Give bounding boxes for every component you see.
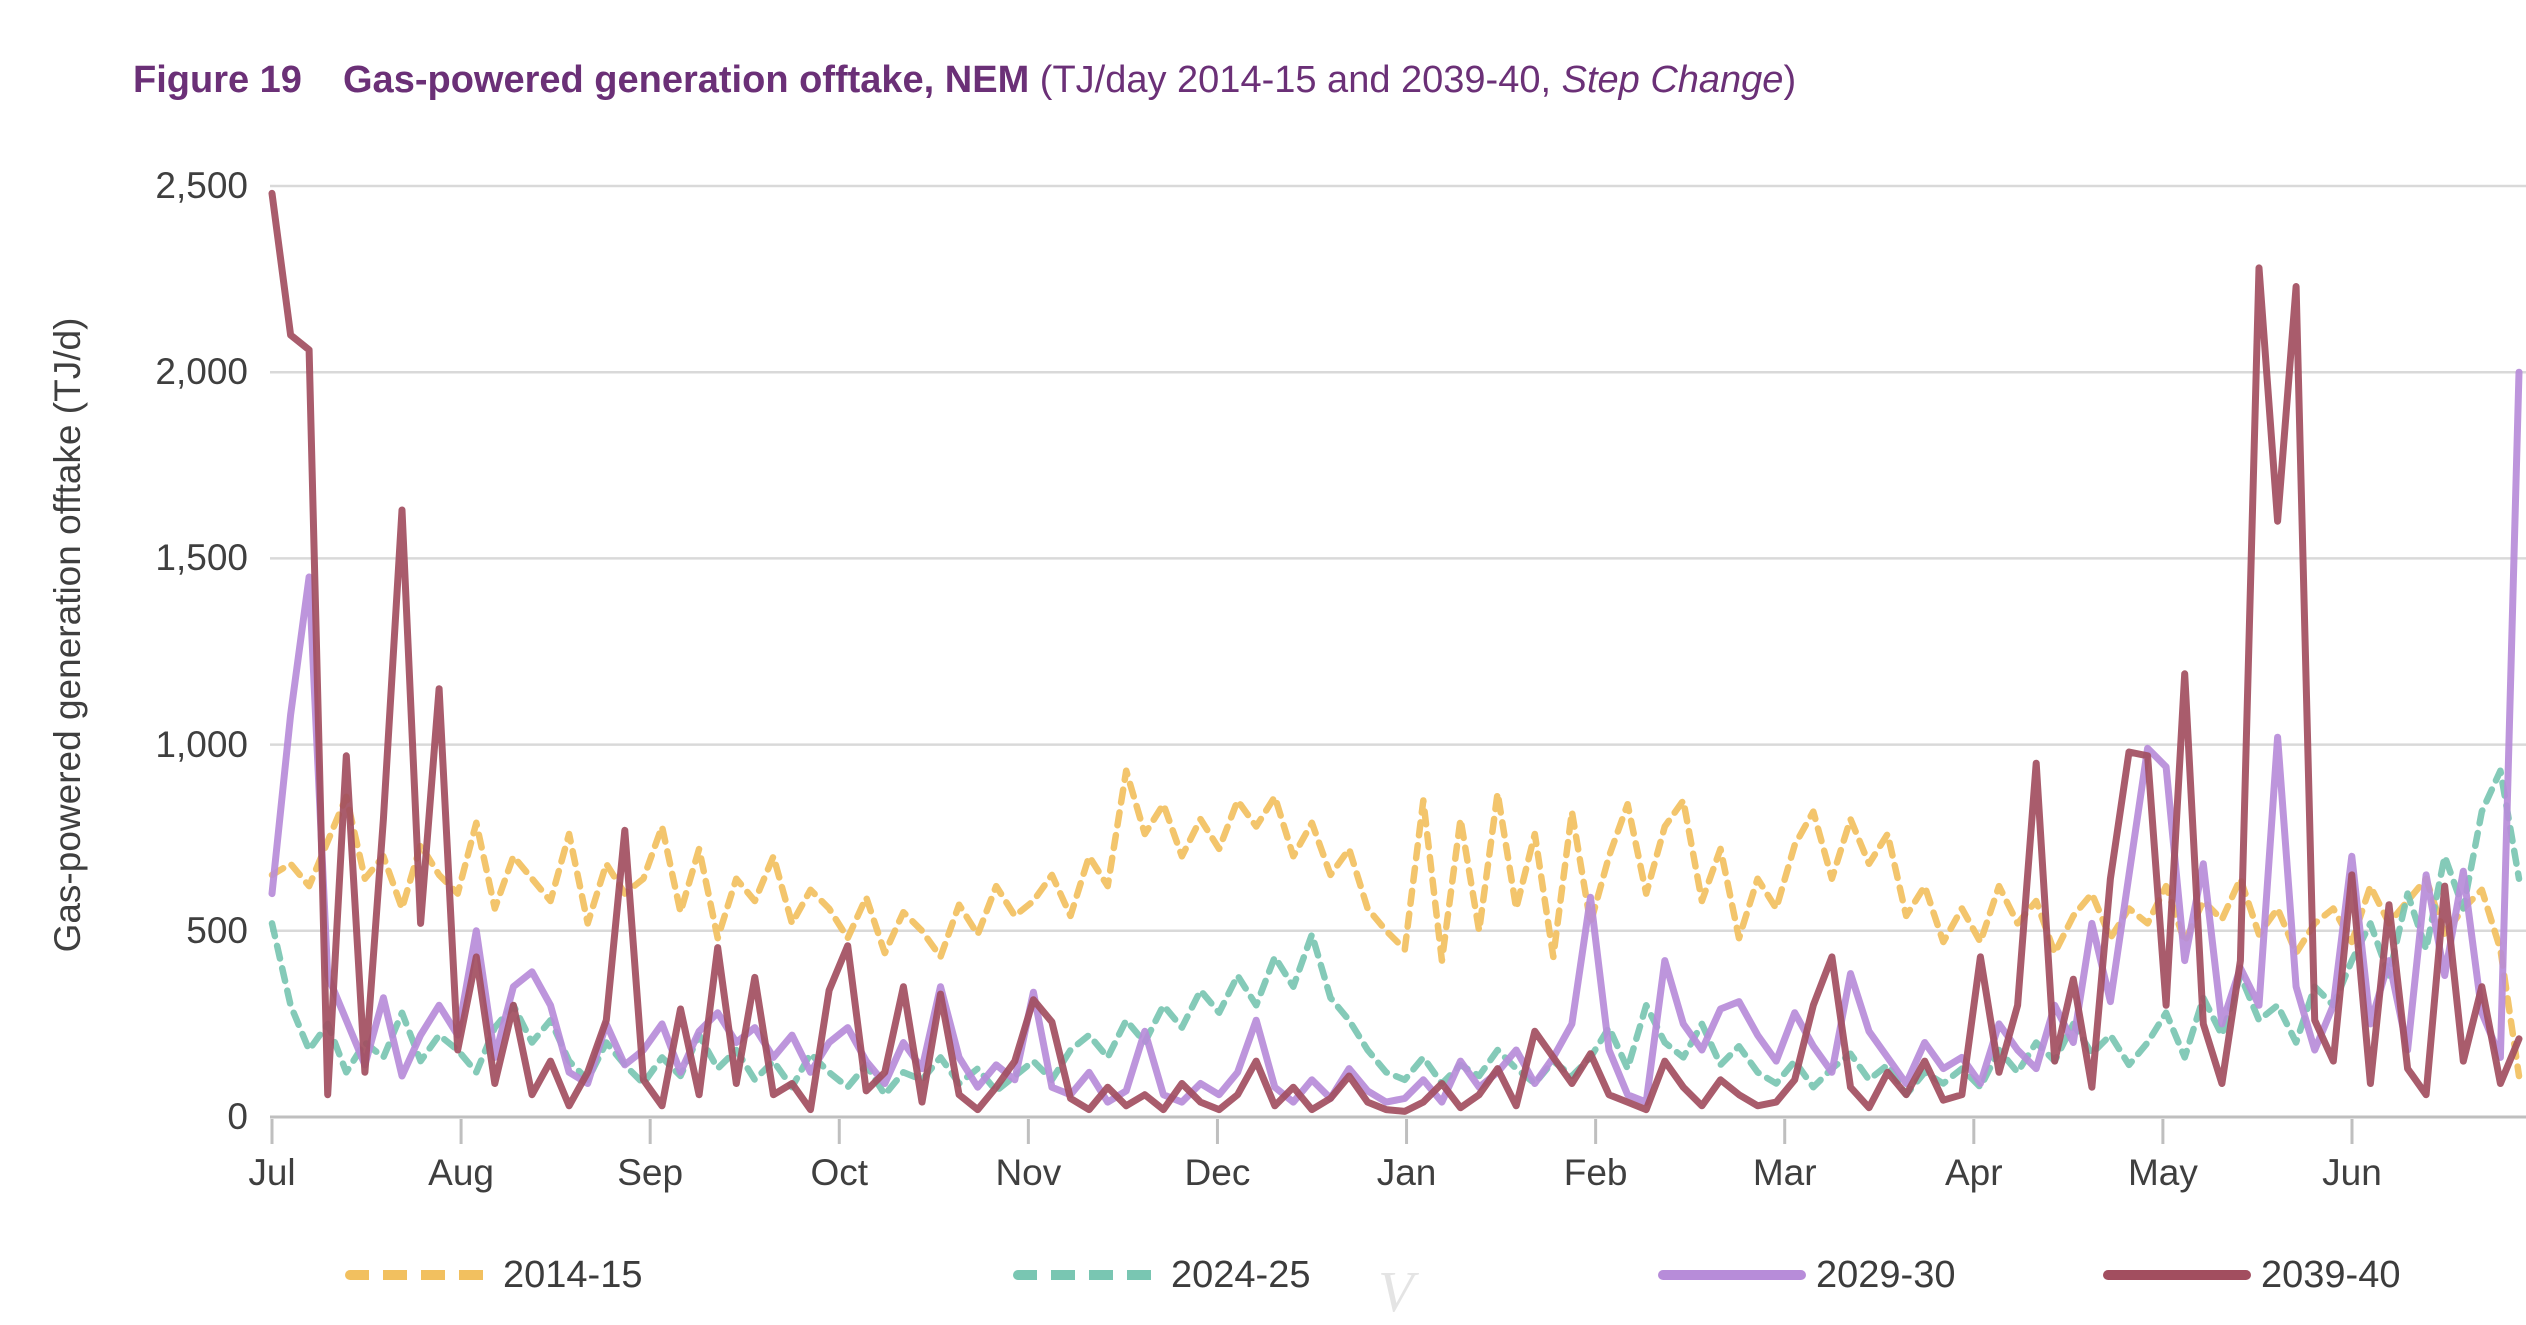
legend-item-2039-40: 2039-40 [2103,1250,2400,1300]
x-tick-label-aug: Aug [428,1152,494,1193]
x-tick-label-jun: Jun [2322,1152,2382,1193]
legend-label-2039-40: 2039-40 [2261,1253,2401,1296]
figure-title-scenario: Step Change [1561,59,1784,101]
legend-swatch-2029-30 [1658,1270,1806,1280]
figure-title: Figure 19 Gas-powered generation offtake,… [133,58,1796,102]
figure-title-subtitle-close: ) [1783,59,1797,101]
y-tick-label: 0 [227,1096,248,1137]
legend-label-2024-25: 2024-25 [1171,1253,1311,1296]
legend-label-2029-30: 2029-30 [1816,1253,1956,1296]
x-tick-label-apr: Apr [1945,1152,2003,1193]
x-tick-label-sep: Sep [617,1152,684,1193]
y-tick-label: 2,000 [155,351,248,393]
figure-title-subtitle: (TJ/day 2014-15 and 2039-40, [1029,59,1562,101]
y-tick-label: 1,500 [155,537,248,579]
watermark: V [1378,1259,1414,1324]
legend-swatch-2024-25 [1013,1270,1161,1280]
x-tick-label-jan: Jan [1376,1152,1437,1193]
legend-item-2024-25: 2024-25 [1013,1250,1310,1300]
x-tick-label-dec: Dec [1184,1152,1251,1193]
figure-number: Figure 19 [133,59,302,101]
x-tick-label-may: May [2127,1152,2198,1193]
legend-swatch-2014-15 [345,1270,493,1280]
x-tick-label-feb: Feb [1563,1152,1628,1193]
x-tick-label-jul: Jul [248,1152,296,1193]
series-line-2029-30 [268,368,2523,1106]
y-tick-label: 2,500 [155,165,248,206]
y-tick-label: 1,000 [155,723,248,765]
x-tick-label-nov: Nov [995,1152,1062,1193]
legend-swatch-2039-40 [2103,1270,2251,1280]
y-tick-label: 500 [186,909,248,951]
series-line-2014-15 [268,767,2523,1080]
legend-item-2014-15: 2014-15 [345,1250,642,1300]
x-tick-label-oct: Oct [810,1152,869,1193]
figure-title-main: Gas-powered generation offtake, NEM [343,59,1030,101]
series-line-2039-40 [268,189,2523,1115]
x-tick-label-mar: Mar [1752,1152,1817,1193]
chart-legend: 2014-15 2024-25 2029-30 2039-40 [0,1250,2526,1300]
legend-label-2014-15: 2014-15 [503,1253,643,1296]
legend-item-2029-30: 2029-30 [1658,1250,1955,1300]
